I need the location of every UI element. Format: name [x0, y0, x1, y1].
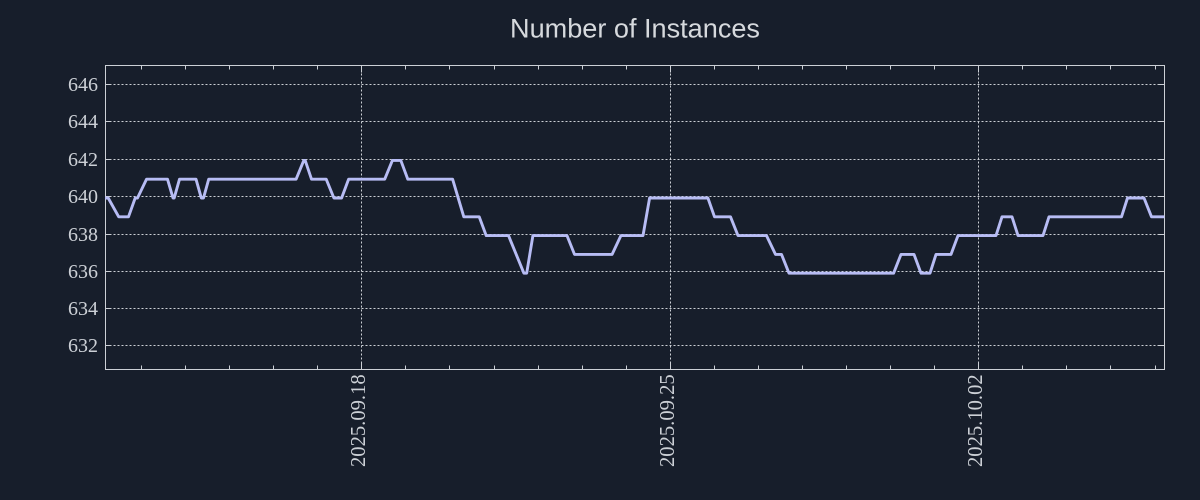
svg-text:632: 632	[68, 335, 98, 357]
svg-text:640: 640	[68, 186, 98, 208]
svg-text:634: 634	[68, 298, 98, 320]
svg-text:2025.09.18: 2025.09.18	[348, 374, 370, 467]
svg-text:2025.09.25: 2025.09.25	[657, 374, 679, 467]
svg-text:638: 638	[68, 224, 98, 246]
svg-text:636: 636	[68, 261, 98, 283]
svg-text:642: 642	[68, 149, 98, 171]
svg-text:Number of Instances: Number of Instances	[510, 13, 760, 44]
svg-text:2025.10.02: 2025.10.02	[965, 374, 987, 467]
svg-text:646: 646	[68, 74, 98, 96]
svg-text:644: 644	[68, 111, 98, 133]
